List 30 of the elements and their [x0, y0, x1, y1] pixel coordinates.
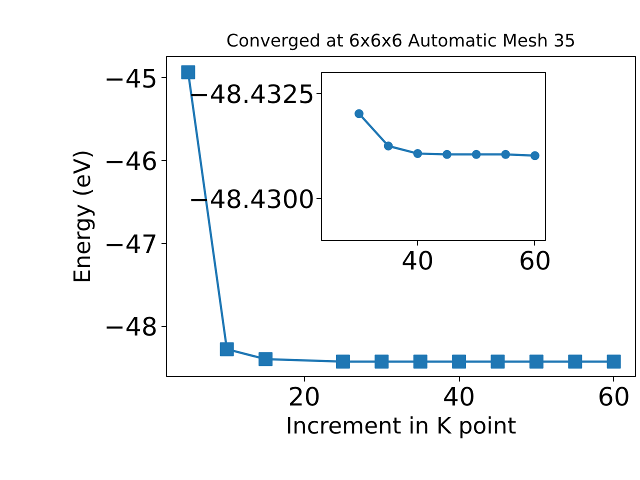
point [413, 354, 428, 369]
x-axis-title: Increment in K point [286, 414, 516, 440]
x-tick-label: 40 [402, 246, 434, 276]
chart-title: Converged at 6x6x6 Automatic Mesh 35 [226, 32, 576, 52]
point [452, 354, 466, 369]
y-tick-label: −47 [104, 228, 158, 259]
point [258, 352, 273, 366]
x-tick-label: 60 [518, 246, 552, 276]
y-axis-title: Energy (eV) [70, 150, 96, 284]
point [336, 354, 350, 369]
point [384, 142, 393, 150]
y-tick-label: −45 [104, 64, 158, 94]
y-tick-label: −46 [104, 146, 158, 176]
point [501, 150, 510, 159]
point [490, 354, 505, 369]
point [181, 65, 196, 80]
x-tick-label: 60 [598, 382, 630, 412]
y-tick-label: −48 [104, 312, 158, 342]
point [568, 354, 582, 369]
point [374, 354, 389, 369]
point [529, 354, 544, 369]
point [606, 354, 621, 369]
x-tick-label: 40 [442, 382, 476, 412]
point [413, 149, 422, 158]
point [472, 150, 481, 159]
x-tick-label: 20 [288, 382, 320, 412]
point [220, 342, 234, 356]
point [442, 150, 452, 159]
point [530, 151, 540, 160]
point [354, 109, 364, 118]
